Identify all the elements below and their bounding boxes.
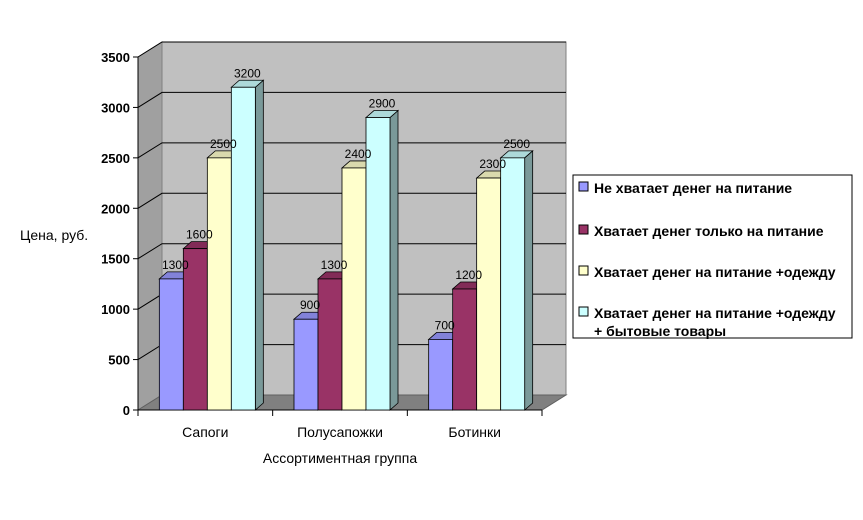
legend-label: Не хватает денег на питание	[594, 180, 792, 196]
legend: Не хватает денег на питание Хватает денег…	[572, 174, 853, 339]
bar	[364, 109, 400, 411]
gridline	[137, 192, 566, 209]
data-label: 1300	[321, 258, 348, 272]
y-tick-label: 3000	[101, 100, 130, 115]
gridline	[137, 41, 566, 58]
bar-front	[293, 318, 319, 411]
legend-swatch	[578, 224, 589, 235]
data-label: 700	[435, 318, 455, 332]
data-label: 2400	[345, 147, 372, 161]
y-tick-label: 2500	[101, 151, 130, 166]
data-label: 1600	[186, 228, 213, 242]
gridline	[137, 243, 566, 260]
bar-front	[230, 86, 256, 411]
bar-side	[389, 109, 399, 411]
data-label: 2900	[369, 97, 396, 111]
bar-front	[428, 338, 454, 411]
legend-label: Хватает денег на питание +одежду	[594, 264, 836, 280]
x-tick-label: Полусапожки	[297, 424, 383, 440]
y-tick-label: 3500	[101, 50, 130, 65]
y-tick-label: 1000	[101, 302, 130, 317]
bar-front	[206, 157, 232, 411]
gridline	[137, 91, 566, 108]
y-axis-title: Цена, руб.	[20, 227, 88, 243]
bar-side	[254, 79, 264, 411]
data-labels: 1300 1600 2500 3200 900 1300 2400 2900 700 1200 23…	[162, 66, 530, 332]
legend-label: Хватает денег только на питание	[594, 223, 824, 239]
bar	[230, 79, 265, 411]
y-tick-label: 500	[108, 353, 130, 368]
bar-front	[365, 117, 391, 411]
data-label: 2500	[210, 137, 237, 151]
bars	[158, 79, 534, 411]
data-label: 3200	[234, 66, 261, 80]
bar-side	[524, 149, 534, 411]
data-label: 900	[300, 298, 320, 312]
side-wall	[137, 41, 163, 411]
y-tick-label: 2000	[101, 201, 130, 216]
bar-front	[182, 248, 208, 411]
x-axis-title: Ассортиментная группа	[263, 450, 417, 466]
x-tick-label: Сапоги	[182, 424, 228, 440]
data-label: 2500	[503, 137, 530, 151]
legend-swatch	[578, 265, 589, 276]
bar	[499, 149, 534, 411]
data-label: 1300	[162, 258, 189, 272]
y-tick-label: 1500	[101, 252, 130, 267]
legend-label: + бытовые товары	[594, 323, 726, 339]
data-label: 1200	[455, 268, 482, 282]
legend-swatch	[578, 306, 589, 317]
bar-front	[158, 278, 184, 411]
gridline	[137, 142, 566, 159]
bar-front	[317, 278, 343, 411]
y-tick-label: 0	[123, 403, 130, 418]
bar-front	[341, 167, 367, 411]
legend-swatch	[578, 181, 589, 192]
legend-label: Хватает денег на питание +одежду	[594, 305, 836, 321]
bar-front	[476, 177, 502, 411]
bar-front	[500, 157, 526, 411]
legend-box	[572, 174, 853, 339]
data-label: 2300	[479, 157, 506, 171]
x-tick-label: Ботинки	[448, 424, 501, 440]
bar-front	[452, 288, 478, 411]
